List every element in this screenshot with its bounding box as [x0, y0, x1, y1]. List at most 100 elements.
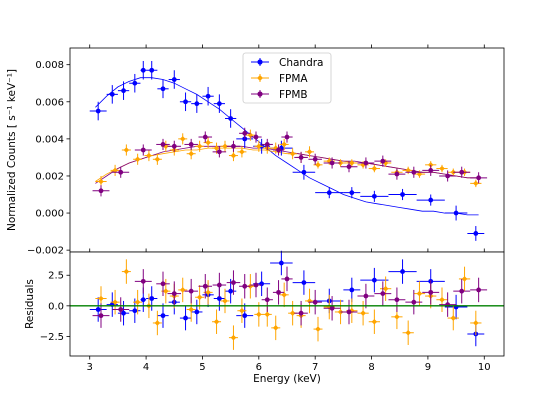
- residuals-marker-fpmb: [428, 289, 434, 295]
- residuals-marker-fpma: [222, 298, 228, 304]
- spectrum-data-points: [89, 60, 488, 241]
- residuals-marker-chandra: [95, 307, 101, 312]
- residuals-marker-chandra: [242, 313, 248, 319]
- residuals-point-chandra: [270, 250, 293, 276]
- residuals-point-fpma: [380, 276, 392, 301]
- residuals-point-fpma: [152, 310, 162, 336]
- residuals-marker-fpma: [289, 310, 296, 316]
- spectrum-point-fpmb: [439, 170, 457, 182]
- spectrum-marker-fpmb: [363, 160, 369, 166]
- spectrum-marker-fpma: [196, 143, 203, 150]
- residuals-marker-chandra: [160, 313, 166, 319]
- residuals-point-fpmb: [422, 280, 440, 305]
- spectrum-marker-fpma: [281, 141, 287, 148]
- residuals-marker-fpma: [349, 307, 355, 314]
- residuals-point-fpmb: [226, 270, 241, 295]
- residuals-marker-chandra: [400, 269, 405, 274]
- residuals-marker-fpmb: [171, 291, 177, 296]
- residuals-marker-chandra: [278, 260, 284, 266]
- spectrum-point-fpma: [133, 153, 143, 165]
- spectrum-point-chandra: [292, 164, 316, 180]
- spectrum-point-fpma: [237, 146, 247, 158]
- residuals-point-fpma: [279, 282, 289, 308]
- residuals-point-fpma: [121, 259, 131, 284]
- spectrum-point-chandra: [360, 190, 389, 202]
- spectrum-point-fpmb: [340, 161, 358, 173]
- spectrum-marker-fpmb: [276, 147, 281, 153]
- residuals-marker-fpmb: [231, 280, 236, 285]
- spectrum-marker-fpmb: [242, 130, 248, 136]
- spectrum-point-fpmb: [250, 131, 262, 143]
- legend-label-fpmb: FPMB: [279, 89, 308, 101]
- residuals-marker-chandra: [132, 308, 138, 314]
- spectrum-marker-chandra: [216, 101, 222, 107]
- residuals-marker-fpma: [134, 299, 141, 305]
- spectrum-point-fpmb: [388, 168, 406, 180]
- spectrum-marker-fpma: [179, 136, 186, 142]
- spectrum-point-fpma: [110, 164, 120, 176]
- model-curve-chandra: [95, 77, 479, 216]
- spectrum-marker-fpma: [306, 149, 313, 155]
- spectrum-marker-fpma: [450, 169, 457, 176]
- residuals-marker-chandra: [301, 280, 307, 285]
- spectrum-marker-chandra: [132, 80, 138, 86]
- residuals-point-fpma: [470, 310, 482, 336]
- legend-label-fpma: FPMA: [279, 73, 308, 85]
- residuals-marker-fpmb: [216, 282, 222, 288]
- residuals-point-chandra: [236, 303, 254, 328]
- spectrum-marker-chandra: [428, 197, 434, 203]
- residuals-marker-fpma: [239, 307, 245, 314]
- spectrum-marker-fpma: [134, 156, 141, 163]
- residuals-marker-fpmb: [160, 281, 166, 287]
- residuals-point-chandra: [360, 267, 389, 293]
- spectrum-marker-fpmb: [476, 175, 482, 181]
- spectrum-marker-fpmb: [140, 147, 146, 153]
- x-tick-label: 10: [478, 362, 491, 373]
- residuals-marker-fpmb: [298, 310, 304, 316]
- spectrum-y-tick-label: 0.004: [35, 134, 64, 145]
- spectrum-point-fpma: [144, 150, 154, 162]
- spectrum-marker-fpma: [213, 145, 220, 151]
- spectrum-point-fpmb: [405, 166, 423, 178]
- spectrum-point-fpma: [152, 153, 162, 165]
- residuals-point-fpmb: [357, 283, 375, 309]
- x-tick-label: 4: [143, 362, 149, 373]
- spectrum-point-fpmb: [156, 138, 170, 150]
- residuals-point-chandra: [146, 286, 158, 311]
- residuals-data-points: [89, 250, 488, 350]
- residuals-point-fpma: [237, 298, 247, 323]
- residuals-marker-fpma: [382, 285, 389, 292]
- spectrum-marker-chandra: [171, 77, 177, 82]
- residuals-point-fpmb: [340, 299, 358, 325]
- spectrum-marker-fpmb: [428, 168, 434, 173]
- residuals-marker-fpmb: [276, 289, 281, 295]
- residuals-marker-fpmb: [394, 297, 400, 303]
- spectrum-marker-chandra: [149, 67, 155, 73]
- spectrum-marker-fpmb: [394, 171, 400, 177]
- spectrum-marker-fpmb: [231, 143, 236, 149]
- residuals-point-fpmb: [470, 277, 488, 303]
- residuals-marker-fpma: [394, 314, 400, 320]
- legend-entry-fpmb: FPMB: [251, 89, 308, 101]
- spectrum-point-chandra: [225, 109, 237, 128]
- spectrum-marker-chandra: [242, 136, 248, 142]
- spectrum-marker-chandra: [95, 108, 101, 114]
- spectrum-point-chandra: [129, 73, 141, 93]
- residuals-marker-fpmb: [363, 293, 369, 299]
- residuals-point-chandra: [89, 297, 107, 322]
- spectrum-marker-fpma: [326, 158, 333, 164]
- residuals-point-fpmb: [112, 297, 130, 322]
- spectrum-marker-fpma: [123, 147, 130, 153]
- spectrum-y-tick-label: 0.002: [35, 171, 64, 182]
- spectrum-point-chandra: [388, 188, 417, 201]
- residuals-point-fpmb: [92, 303, 110, 328]
- spectrum-marker-fpma: [146, 152, 152, 159]
- spectrum-point-fpmb: [357, 157, 375, 169]
- spectrum-point-chandra: [106, 85, 118, 104]
- spectrum-point-chandra: [157, 79, 169, 99]
- spectrum-marker-fpma: [473, 180, 479, 187]
- x-tick-label: 7: [312, 362, 318, 373]
- spectrum-marker-chandra: [194, 101, 200, 107]
- residuals-point-fpmb: [308, 289, 322, 315]
